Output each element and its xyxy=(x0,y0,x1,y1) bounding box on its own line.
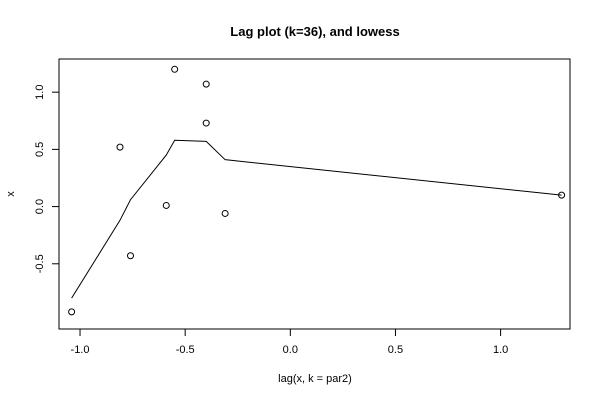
y-tick-label: 1.0 xyxy=(34,85,46,100)
y-tick-label: 0.0 xyxy=(34,199,46,214)
lowess-line xyxy=(71,139,562,299)
x-axis: -1.0 -0.5 0.0 0.5 1.0 xyxy=(71,328,508,356)
scatter-point xyxy=(116,143,124,151)
y-tick-label: 0.5 xyxy=(34,142,46,157)
x-axis-label: lag(x, k = par2) xyxy=(278,373,352,385)
scatter-point xyxy=(558,191,566,199)
x-tick-label: 0.5 xyxy=(388,344,403,356)
y-axis-label: x xyxy=(5,191,17,197)
y-axis: -0.5 0.0 0.5 1.0 xyxy=(34,85,60,273)
scatter-point xyxy=(202,80,210,88)
y-tick-label: -0.5 xyxy=(34,254,46,273)
chart-title: Lag plot (k=36), and lowess xyxy=(230,24,399,39)
x-tick-label: 0.0 xyxy=(283,344,298,356)
scatter-point xyxy=(162,201,170,209)
x-tick-label: -1.0 xyxy=(71,344,90,356)
scatter-point xyxy=(171,65,179,73)
scatter-point xyxy=(126,252,134,260)
x-tick-label: -0.5 xyxy=(176,344,195,356)
scatter-point xyxy=(68,308,76,316)
x-tick-label: 1.0 xyxy=(493,344,508,356)
scatter-point xyxy=(202,119,210,127)
scatter-points xyxy=(68,65,566,316)
scatter-point xyxy=(221,209,229,217)
